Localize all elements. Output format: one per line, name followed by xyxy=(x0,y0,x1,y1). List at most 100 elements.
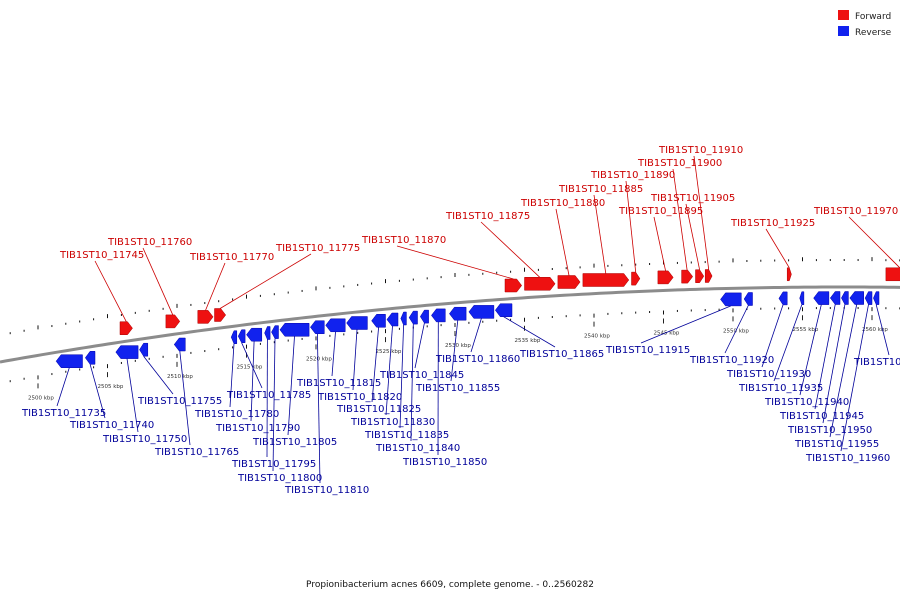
label-leader xyxy=(89,364,106,419)
gene-label: TIB1ST10_11810 xyxy=(284,485,369,496)
tick-label: 2500 kbp xyxy=(28,395,54,401)
gene-arrow-tib1st10-11815[interactable] xyxy=(325,318,346,333)
gene-arrow-tib1st10-11965[interactable] xyxy=(873,291,880,305)
gene-label: TIB1ST10_11820 xyxy=(317,392,402,403)
gene-label: TIB1ST10_11795 xyxy=(231,459,316,470)
gene-label: TIB1ST10_11745 xyxy=(59,250,144,261)
gene-arrow-tib1st10-11885[interactable] xyxy=(582,273,630,287)
gene-arrow-tib1st10-11845[interactable] xyxy=(420,309,429,324)
label-leader xyxy=(450,320,459,382)
gene-arrow-tib1st10-11900[interactable] xyxy=(681,269,694,284)
gene-label: TIB1ST10_11865 xyxy=(519,349,604,360)
gene-arrow-tib1st10-11940[interactable] xyxy=(813,291,830,305)
gene-label: TIB1ST10_11935 xyxy=(738,383,823,394)
gene-arrow-tib1st10-11860[interactable] xyxy=(468,305,495,319)
gene-arrow-tib1st10-11870[interactable] xyxy=(504,278,523,293)
label-leader xyxy=(56,367,70,407)
tick-label: 2550 kbp xyxy=(723,328,749,334)
gene-label: TIB1ST10_11815 xyxy=(296,378,381,389)
gene-arrow-tib1st10-11875[interactable] xyxy=(524,277,556,291)
gene-arrow-tib1st10-11765[interactable] xyxy=(173,337,186,352)
gene-arrow-tib1st10-11830[interactable] xyxy=(386,312,399,327)
gene-arrow-tib1st10-11865[interactable] xyxy=(494,303,513,317)
gene-arrow-tib1st10-11930[interactable] xyxy=(778,291,788,306)
gene-label: TIB1ST10_11780 xyxy=(194,409,279,420)
genome-backbone xyxy=(0,285,900,364)
gene-arrow-tib1st10-11840[interactable] xyxy=(408,310,418,325)
gene-arrow-tib1st10-11790[interactable] xyxy=(246,327,263,342)
gene-label: TIB1ST10_11750 xyxy=(102,434,187,445)
gene-arrow-tib1st10-11795[interactable] xyxy=(264,326,271,340)
tick-label: 2560 kbp xyxy=(862,327,888,333)
gene-labels: TIB1ST10_11745 TIB1ST10_11760 TIB1ST10_117… xyxy=(21,145,900,496)
gene-arrow-tib1st10-11740[interactable] xyxy=(84,351,96,365)
label-leader xyxy=(773,304,803,382)
label-leader xyxy=(142,247,174,316)
gene-label: TIB1ST10_11855 xyxy=(415,383,500,394)
gene-arrow-tib1st10-11925[interactable] xyxy=(786,267,792,282)
gene-arrow-tib1st10-11785[interactable] xyxy=(237,329,246,343)
gene-label: TIB1ST10_11835 xyxy=(364,430,449,441)
gene-arrow-tib1st10-11735[interactable] xyxy=(55,354,83,368)
gene-arrow-tib1st10-11825[interactable] xyxy=(371,314,386,328)
gene-arrow-tib1st10-11810[interactable] xyxy=(310,320,325,334)
gene-arrow-tib1st10-11935[interactable] xyxy=(799,291,805,305)
gene-arrow-tib1st10-11805[interactable] xyxy=(279,323,310,337)
tick-label: 2555 kbp xyxy=(793,327,819,333)
label-leader xyxy=(724,305,749,354)
label-leader xyxy=(480,221,541,278)
gene-layer xyxy=(55,267,900,368)
gene-arrow-tib1st10-11780[interactable] xyxy=(230,330,238,344)
label-leader xyxy=(272,338,276,472)
legend-forward-swatch xyxy=(838,10,849,20)
gene-arrow-tib1st10-11915[interactable] xyxy=(720,292,742,307)
gene-arrow-tib1st10-11760[interactable] xyxy=(165,314,181,329)
gene-arrow-tib1st10-11910[interactable] xyxy=(704,269,713,283)
gene-arrow-tib1st10-11880[interactable] xyxy=(557,275,581,289)
gene-arrow-tib1st10-11945[interactable] xyxy=(829,291,841,305)
gene-arrow-tib1st10-11955[interactable] xyxy=(849,291,864,305)
gene-arrow-tib1st10-11855[interactable] xyxy=(449,306,467,321)
gene-arrow-tib1st10-11750[interactable] xyxy=(115,345,139,359)
gene-label: TIB1ST10_11800 xyxy=(237,473,322,484)
tick-label: 2535 kbp xyxy=(515,338,541,344)
gene-arrow-tib1st10-11970[interactable] xyxy=(885,267,900,282)
gene-arrow-tib1st10-11745[interactable] xyxy=(119,321,133,335)
gene-arrow-tib1st10-11775[interactable] xyxy=(214,308,227,322)
label-leader xyxy=(555,208,570,276)
gene-label: TIB1ST10_11860 xyxy=(435,354,520,365)
gene-label: TIB1ST10_11890 xyxy=(590,170,675,181)
label-leader xyxy=(287,336,295,436)
gene-arrow-tib1st10-11820[interactable] xyxy=(346,316,368,330)
label-leader xyxy=(640,305,732,344)
gene-label: TIB1ST10_11840 xyxy=(375,443,460,454)
tick-label: 2505 kbp xyxy=(98,384,124,390)
gene-arrow-tib1st10-11905[interactable] xyxy=(695,269,705,283)
gene-label: TIB1ST10_11790 xyxy=(215,423,300,434)
tick-label: 2510 kbp xyxy=(167,374,193,380)
gene-label: TIB1ST10_11920 xyxy=(689,355,774,366)
tick-label: 2545 kbp xyxy=(654,330,680,336)
tick-label: 2530 kbp xyxy=(445,343,471,349)
gene-arrow-tib1st10-11770[interactable] xyxy=(197,310,214,324)
gene-label: TIB1ST10_11765 xyxy=(154,447,239,458)
map-caption: Propionibacterium acnes 6609, complete g… xyxy=(306,580,594,590)
gene-arrow-tib1st10-11950[interactable] xyxy=(841,291,849,305)
gene-label: TIB1ST10_11945 xyxy=(779,411,864,422)
gene-label: TIB1ST10_11770 xyxy=(189,252,274,263)
gene-label: TIB1ST10_11760 xyxy=(107,237,192,248)
gene-arrow-tib1st10-11755[interactable] xyxy=(139,342,149,357)
label-leader xyxy=(143,355,174,395)
label-leader xyxy=(848,216,900,269)
gene-arrow-tib1st10-11890[interactable] xyxy=(631,271,641,286)
gene-arrow-tib1st10-11800[interactable] xyxy=(271,325,279,339)
gene-label: TIB1ST10_11970 xyxy=(813,206,898,217)
gene-arrow-tib1st10-11835[interactable] xyxy=(400,311,407,326)
gene-arrow-tib1st10-11850[interactable] xyxy=(431,308,446,323)
label-leader xyxy=(219,253,312,309)
label-leader xyxy=(653,216,666,271)
gene-arrow-tib1st10-11895[interactable] xyxy=(657,270,674,285)
gene-arrow-tib1st10-11920[interactable] xyxy=(743,292,753,306)
gene-arrow-tib1st10-11960[interactable] xyxy=(864,291,873,305)
